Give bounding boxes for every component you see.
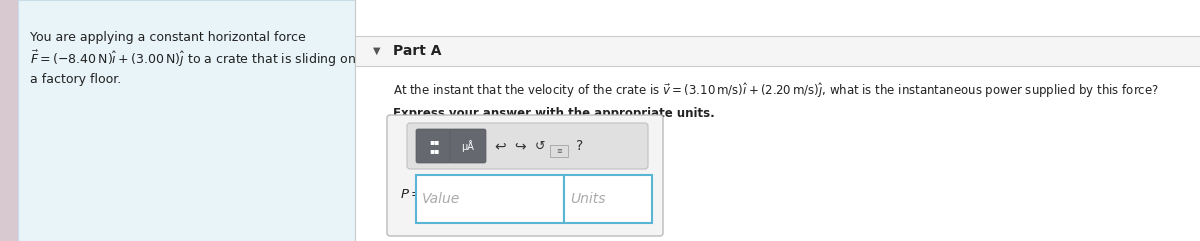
Bar [18,0,355,241]
Text: ▪▪
▪▪: ▪▪ ▪▪ [428,137,439,155]
Text: $\vec{F} = (-8.40\,\mathrm{N})\hat{\imath} + (3.00\,\mathrm{N})\hat{\jmath}$ to : $\vec{F} = (-8.40\,\mathrm{N})\hat{\imat… [30,49,356,69]
Bar [356,0,1200,241]
Bar [356,36,1200,66]
FancyBboxPatch shape [407,123,648,169]
Text: μÅ: μÅ [462,140,474,152]
Text: $P=$: $P=$ [400,187,422,201]
Text: ↩: ↩ [494,139,506,153]
Text: ▼: ▼ [373,46,380,56]
FancyBboxPatch shape [416,129,452,163]
Text: Value: Value [422,192,461,206]
Bar [356,66,1200,241]
FancyBboxPatch shape [386,115,662,236]
Bar [550,145,568,157]
Text: Express your answer with the appropriate units.: Express your answer with the appropriate… [394,107,715,120]
Bar [564,175,652,223]
Text: ↪: ↪ [514,139,526,153]
Text: Part A: Part A [394,44,442,58]
Text: Units: Units [570,192,606,206]
Bar [416,175,564,223]
Text: ↺: ↺ [535,140,545,153]
FancyBboxPatch shape [450,129,486,163]
Text: ≡: ≡ [556,148,562,154]
Bar [0,0,18,241]
Text: At the instant that the velocity of the crate is $\vec{v} = (3.10\,\mathrm{m/s}): At the instant that the velocity of the … [394,81,1159,100]
Text: You are applying a constant horizontal force: You are applying a constant horizontal f… [30,31,306,44]
Text: a factory floor.: a factory floor. [30,73,121,86]
Text: ?: ? [576,139,583,153]
